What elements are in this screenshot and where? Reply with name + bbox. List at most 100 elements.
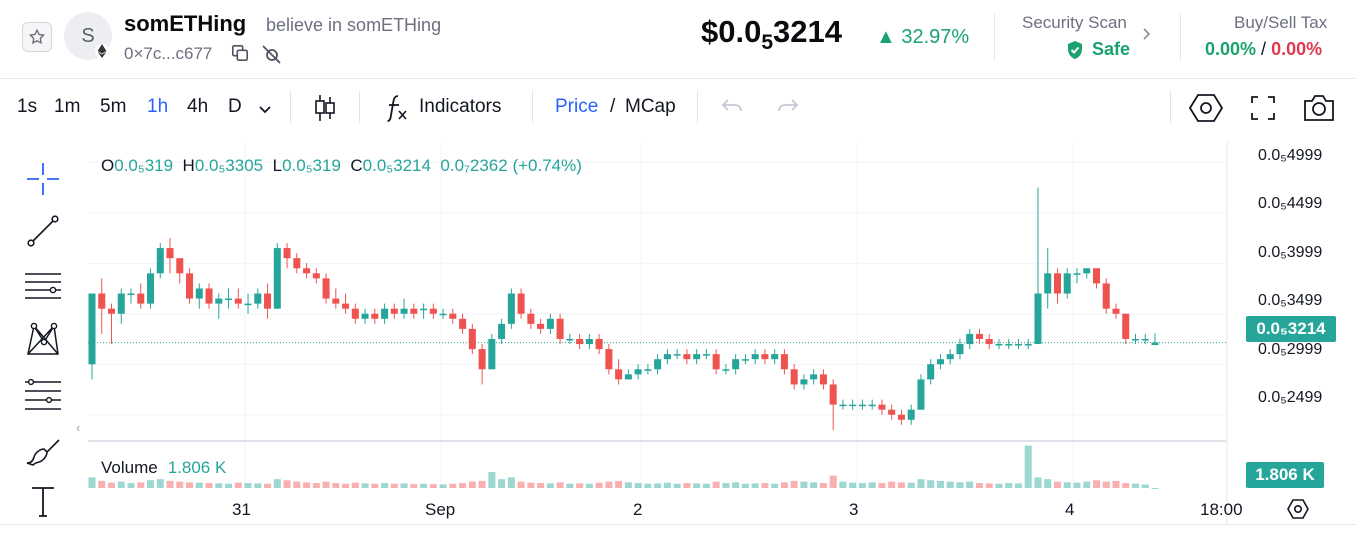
volume-bar [507, 477, 515, 488]
candle-body [732, 359, 740, 370]
candle-body [1092, 268, 1100, 284]
time-axis-tick: 3 [849, 500, 859, 519]
candle-body [156, 248, 164, 274]
indicators-button[interactable]: Indicators [419, 96, 502, 117]
search-off-icon[interactable] [261, 44, 281, 69]
collapse-arrow-icon[interactable]: ‹ [76, 420, 81, 435]
candle-body [888, 409, 896, 415]
volume-bar [273, 479, 281, 488]
volume-bar [293, 481, 301, 488]
time-axis-tick: 4 [1065, 500, 1075, 519]
crosshair-tool-icon[interactable] [22, 158, 64, 200]
function-fx-icon[interactable] [384, 93, 410, 129]
candle-body [420, 308, 428, 311]
security-status[interactable]: Safe [1092, 39, 1131, 59]
candle-body [810, 374, 818, 380]
volume-bar [966, 481, 974, 488]
interval-5m[interactable]: 5m [100, 96, 127, 117]
mcap-toggle[interactable]: MCap [625, 96, 676, 117]
chart-toolbar: 1s 1m 5m 1h 4h D Indicators Price / MCap [0, 79, 1356, 137]
interval-4h[interactable]: 4h [187, 96, 209, 117]
volume-bar [117, 481, 125, 488]
volume-bar [332, 483, 340, 488]
volume-bar [829, 475, 837, 488]
shield-check-icon [1066, 40, 1084, 65]
price-toggle[interactable]: Price [555, 96, 599, 117]
candle-body [147, 273, 155, 304]
volume-bar [849, 482, 857, 488]
redo-icon[interactable] [776, 97, 800, 123]
pattern-tool-icon[interactable] [22, 318, 64, 360]
candle-body [459, 318, 467, 329]
candle-body [527, 313, 535, 324]
price-change: ▲ 32.97% [876, 26, 970, 48]
volume-bar [107, 482, 116, 488]
candle-body [693, 354, 701, 360]
camera-icon[interactable] [1302, 93, 1336, 129]
volume-bar [1053, 481, 1061, 488]
volume-bar [156, 479, 164, 488]
candle-body [858, 404, 866, 407]
divider [359, 91, 360, 123]
volume-bar [576, 483, 584, 488]
chevron-down-icon[interactable] [258, 99, 272, 121]
copy-icon[interactable] [231, 44, 249, 67]
volume-bar [1073, 482, 1081, 488]
axis-settings-icon[interactable] [1286, 497, 1310, 526]
candle-body [244, 303, 252, 306]
candle-body [176, 258, 184, 274]
horizontal-lines-tool-icon[interactable] [22, 265, 64, 307]
candle-body [829, 384, 837, 405]
volume-bar [1024, 445, 1032, 488]
fullscreen-icon[interactable] [1250, 95, 1276, 127]
candle-body [381, 308, 389, 319]
undo-icon[interactable] [720, 97, 744, 123]
candle-body [449, 313, 457, 319]
interval-1m[interactable]: 1m [54, 96, 81, 117]
candle-body [273, 248, 281, 309]
volume-bar [946, 481, 954, 488]
volume-bar [897, 482, 905, 488]
volume-bar [654, 483, 662, 488]
settings-hexagon-icon[interactable] [1188, 93, 1224, 129]
candle-body [966, 333, 974, 345]
volume-bar [342, 483, 350, 488]
chevron-right-icon[interactable] [1141, 27, 1151, 46]
volume-bar [361, 483, 369, 488]
volume-bar [1151, 488, 1159, 489]
candle-body [390, 308, 398, 314]
toggle-separator: / [610, 96, 616, 117]
candle-body [1102, 283, 1110, 309]
volume-bar [264, 483, 272, 488]
security-scan-title[interactable]: Security Scan [1022, 13, 1127, 32]
fib-tool-icon[interactable] [22, 374, 64, 416]
volume-bar [1044, 479, 1052, 488]
interval-d[interactable]: D [228, 96, 242, 117]
volume-bar [780, 482, 788, 488]
candle-body [615, 369, 623, 380]
current-volume-label: 1.806 K [1246, 462, 1324, 488]
candle-body [537, 323, 545, 329]
candle-body [264, 293, 272, 309]
volume-bar [917, 479, 925, 488]
current-price: $0.053214 [701, 14, 842, 54]
candlestick-type-icon[interactable] [313, 93, 337, 129]
volume-bar [439, 484, 447, 488]
trend-line-tool-icon[interactable] [22, 210, 64, 252]
candle-body [1151, 342, 1159, 346]
volume-bar [371, 483, 379, 488]
candle-body [956, 344, 964, 355]
interval-1h[interactable]: 1h [147, 96, 169, 117]
candle-body [234, 298, 242, 304]
candle-body [624, 374, 632, 380]
text-tool-icon[interactable] [22, 480, 64, 522]
brush-tool-icon[interactable] [22, 428, 64, 470]
interval-1s[interactable]: 1s [17, 96, 38, 117]
volume-bar [254, 483, 262, 488]
candle-body [585, 338, 593, 345]
volume-bar [624, 482, 632, 488]
favorite-star-button[interactable] [22, 22, 52, 52]
volume-bar [585, 483, 593, 488]
candle-body [507, 293, 515, 324]
